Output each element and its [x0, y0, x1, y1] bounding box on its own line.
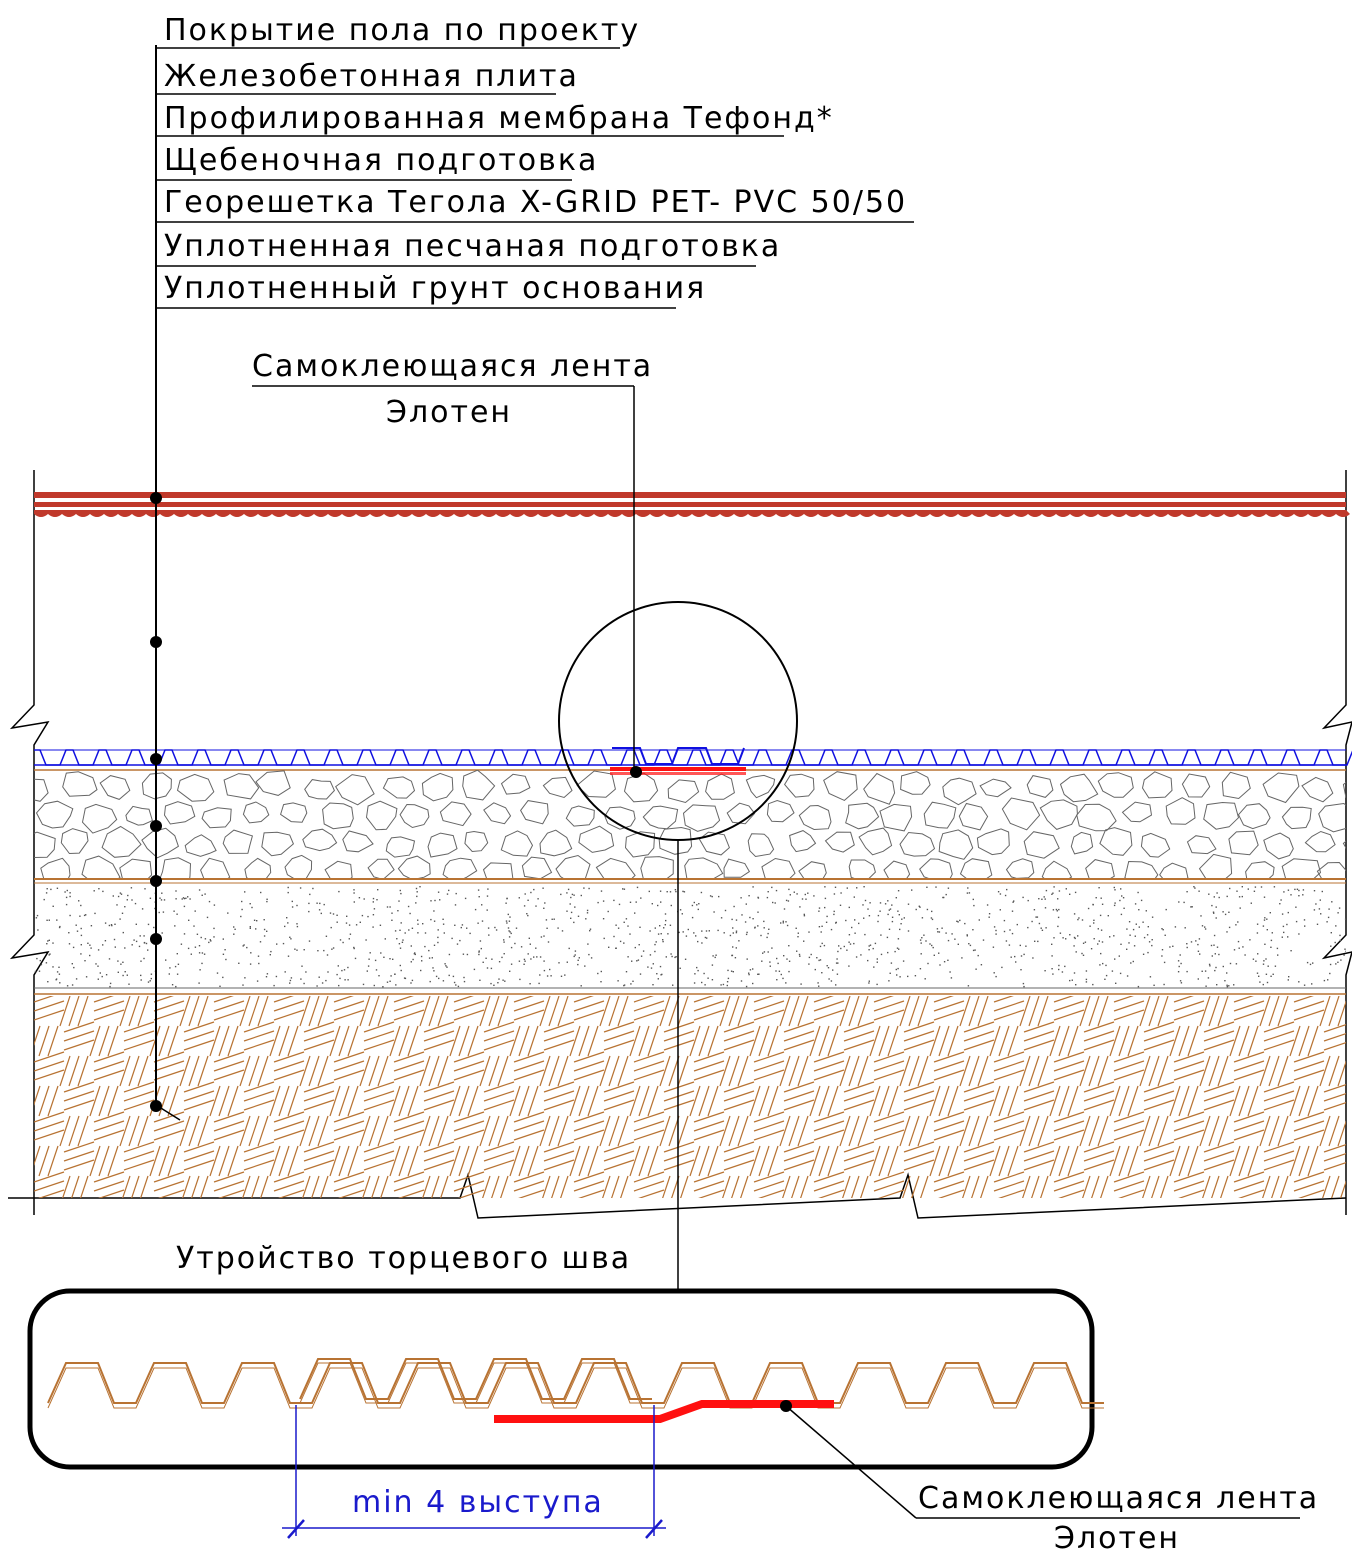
- label-floor-covering: Покрытие пола по проекту: [164, 13, 640, 48]
- gravel-layer: [34, 770, 1346, 878]
- label-soil: Уплотненный грунт основания: [164, 271, 706, 306]
- detail-callout-circle: [558, 601, 798, 841]
- leader-dot-geogrid: [150, 875, 162, 887]
- detail-membrane-lower: [47, 1362, 1104, 1404]
- right-edge-line: [1321, 470, 1352, 1215]
- detail-frame: [27, 1288, 1095, 1470]
- leader-dot-floor: [150, 492, 162, 504]
- floor-covering-layer: [34, 492, 1350, 517]
- leader-dot-membrane: [150, 753, 162, 765]
- label-gravel: Щебеночная подготовка: [164, 143, 598, 178]
- sand-layer: [34, 886, 1346, 988]
- detail-tape-callout: Самоклеющаяся лента Элотен: [780, 1400, 1319, 1556]
- tape-label-bottom-line2: Элотен: [1054, 1521, 1180, 1556]
- leader-dot-gravel: [150, 820, 162, 832]
- left-edge-line: [9, 470, 50, 1215]
- label-geogrid: Георешетка Тегола X-GRID PET- PVC 50/50: [164, 185, 907, 220]
- detail-title: Утройство торцевого шва: [176, 1241, 631, 1276]
- profiled-membrane-layer: [34, 749, 1352, 766]
- overlap-dimension: [282, 1405, 666, 1539]
- dimension-label: min 4 выступа: [352, 1485, 604, 1520]
- main-tape-overlap: [610, 747, 746, 775]
- section-edges: [8, 470, 1352, 1219]
- tape-label-bottom-line1: Самоклеющаяся лента: [918, 1481, 1319, 1516]
- label-sand: Уплотненная песчаная подготовка: [164, 229, 781, 264]
- soil-layer: [34, 996, 1346, 1198]
- tape-callout-top: Самоклеющаяся лента Элотен: [252, 349, 653, 778]
- leader-dot-slab: [150, 636, 162, 648]
- tape-label-top-line1: Самоклеющаяся лента: [252, 349, 653, 384]
- detail-membrane-upper: [299, 1358, 652, 1400]
- bottom-break-line: [8, 1172, 1347, 1219]
- detail-membrane-upper-inner: [299, 1362, 652, 1404]
- geogrid-layer: [34, 878, 1346, 884]
- label-membrane: Профилированная мембрана Тефонд*: [164, 101, 834, 136]
- label-rc-slab: Железобетонная плита: [164, 59, 579, 94]
- leader-dot-sand: [150, 933, 162, 945]
- layer-labels: Покрытие пола по проекту Железобетонная …: [156, 13, 914, 309]
- tape-label-top-line2: Элотен: [386, 395, 512, 430]
- detail-membrane-lower-inner: [47, 1367, 1104, 1409]
- leader-dot-soil: [150, 1100, 162, 1112]
- floor-scallop-strip: [34, 510, 1350, 517]
- detail-tape: [494, 1400, 834, 1423]
